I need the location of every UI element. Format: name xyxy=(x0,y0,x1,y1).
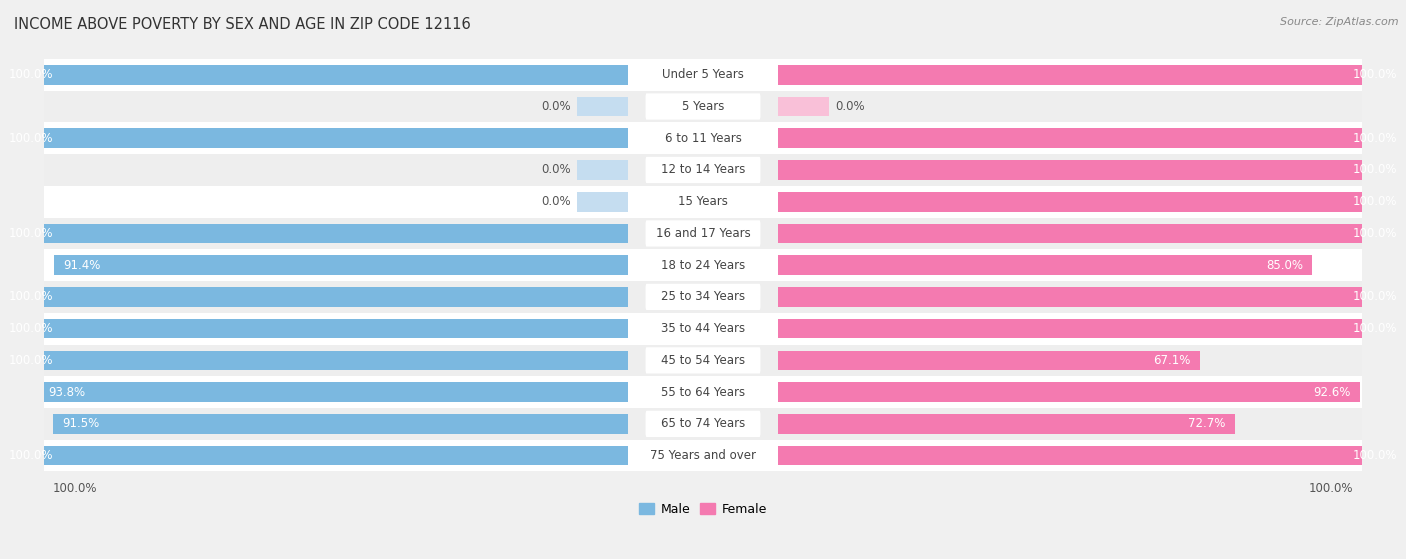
Text: 0.0%: 0.0% xyxy=(541,100,571,113)
Bar xyxy=(0,65,627,84)
Bar xyxy=(44,281,1362,313)
Bar xyxy=(44,122,1362,154)
Text: 18 to 24 Years: 18 to 24 Years xyxy=(661,259,745,272)
Bar xyxy=(578,97,627,116)
Bar xyxy=(779,287,1406,307)
Text: Under 5 Years: Under 5 Years xyxy=(662,68,744,81)
Text: 100.0%: 100.0% xyxy=(8,132,53,145)
Bar xyxy=(779,192,1406,211)
Text: 100.0%: 100.0% xyxy=(1353,449,1398,462)
Bar xyxy=(44,217,1362,249)
Text: 100.0%: 100.0% xyxy=(8,291,53,304)
Text: 5 Years: 5 Years xyxy=(682,100,724,113)
Text: 12 to 14 Years: 12 to 14 Years xyxy=(661,163,745,177)
FancyBboxPatch shape xyxy=(645,411,761,437)
FancyBboxPatch shape xyxy=(645,347,761,373)
Text: 100.0%: 100.0% xyxy=(1353,68,1398,81)
Text: 72.7%: 72.7% xyxy=(1188,418,1226,430)
Text: 6 to 11 Years: 6 to 11 Years xyxy=(665,132,741,145)
Bar xyxy=(578,192,627,211)
Text: 100.0%: 100.0% xyxy=(1353,132,1398,145)
Text: 91.4%: 91.4% xyxy=(63,259,100,272)
Bar xyxy=(44,59,1362,91)
FancyBboxPatch shape xyxy=(645,379,761,405)
Bar xyxy=(0,224,627,243)
Bar xyxy=(44,313,1362,344)
Text: 100.0%: 100.0% xyxy=(8,227,53,240)
Bar xyxy=(779,65,1406,84)
Bar xyxy=(44,376,1362,408)
FancyBboxPatch shape xyxy=(645,125,761,151)
Bar xyxy=(0,446,627,466)
Text: 67.1%: 67.1% xyxy=(1153,354,1191,367)
Text: 100.0%: 100.0% xyxy=(1353,291,1398,304)
Text: 92.6%: 92.6% xyxy=(1313,386,1351,399)
Text: 0.0%: 0.0% xyxy=(835,100,865,113)
Text: 100.0%: 100.0% xyxy=(8,449,53,462)
Bar xyxy=(779,129,1406,148)
Bar xyxy=(779,382,1360,402)
Bar xyxy=(779,255,1312,275)
Bar xyxy=(578,160,627,180)
Bar xyxy=(0,129,627,148)
Text: INCOME ABOVE POVERTY BY SEX AND AGE IN ZIP CODE 12116: INCOME ABOVE POVERTY BY SEX AND AGE IN Z… xyxy=(14,17,471,32)
Text: 100.0%: 100.0% xyxy=(8,322,53,335)
Bar xyxy=(779,350,1199,370)
FancyBboxPatch shape xyxy=(645,315,761,342)
Bar xyxy=(0,287,627,307)
FancyBboxPatch shape xyxy=(645,220,761,247)
Bar xyxy=(779,446,1406,466)
Text: 100.0%: 100.0% xyxy=(1353,227,1398,240)
Text: 100.0%: 100.0% xyxy=(8,68,53,81)
Bar xyxy=(779,319,1406,339)
Text: 100.0%: 100.0% xyxy=(1353,163,1398,177)
Text: 55 to 64 Years: 55 to 64 Years xyxy=(661,386,745,399)
Bar xyxy=(44,154,1362,186)
Bar xyxy=(44,91,1362,122)
FancyBboxPatch shape xyxy=(645,188,761,215)
Bar xyxy=(779,224,1406,243)
FancyBboxPatch shape xyxy=(645,284,761,310)
Text: 0.0%: 0.0% xyxy=(541,163,571,177)
Text: 91.5%: 91.5% xyxy=(62,418,100,430)
Bar xyxy=(779,160,1406,180)
FancyBboxPatch shape xyxy=(645,93,761,120)
Text: 25 to 34 Years: 25 to 34 Years xyxy=(661,291,745,304)
Text: 100.0%: 100.0% xyxy=(1353,322,1398,335)
Text: 93.8%: 93.8% xyxy=(48,386,84,399)
FancyBboxPatch shape xyxy=(645,61,761,88)
Bar xyxy=(779,97,828,116)
Text: 100.0%: 100.0% xyxy=(8,354,53,367)
Text: 45 to 54 Years: 45 to 54 Years xyxy=(661,354,745,367)
FancyBboxPatch shape xyxy=(645,443,761,469)
Bar xyxy=(0,319,627,339)
Text: Source: ZipAtlas.com: Source: ZipAtlas.com xyxy=(1281,17,1399,27)
Bar xyxy=(53,414,627,434)
Bar xyxy=(0,350,627,370)
FancyBboxPatch shape xyxy=(645,157,761,183)
Legend: Male, Female: Male, Female xyxy=(634,498,772,520)
Text: 16 and 17 Years: 16 and 17 Years xyxy=(655,227,751,240)
Text: 85.0%: 85.0% xyxy=(1265,259,1303,272)
Bar xyxy=(44,186,1362,217)
Text: 100.0%: 100.0% xyxy=(1353,195,1398,208)
Bar xyxy=(44,249,1362,281)
Text: 0.0%: 0.0% xyxy=(541,195,571,208)
Text: 65 to 74 Years: 65 to 74 Years xyxy=(661,418,745,430)
Bar xyxy=(44,408,1362,440)
Bar xyxy=(779,414,1234,434)
Text: 35 to 44 Years: 35 to 44 Years xyxy=(661,322,745,335)
Bar xyxy=(38,382,627,402)
Bar xyxy=(53,255,627,275)
Text: 75 Years and over: 75 Years and over xyxy=(650,449,756,462)
Bar xyxy=(44,440,1362,471)
FancyBboxPatch shape xyxy=(645,252,761,278)
Text: 15 Years: 15 Years xyxy=(678,195,728,208)
Bar xyxy=(44,344,1362,376)
